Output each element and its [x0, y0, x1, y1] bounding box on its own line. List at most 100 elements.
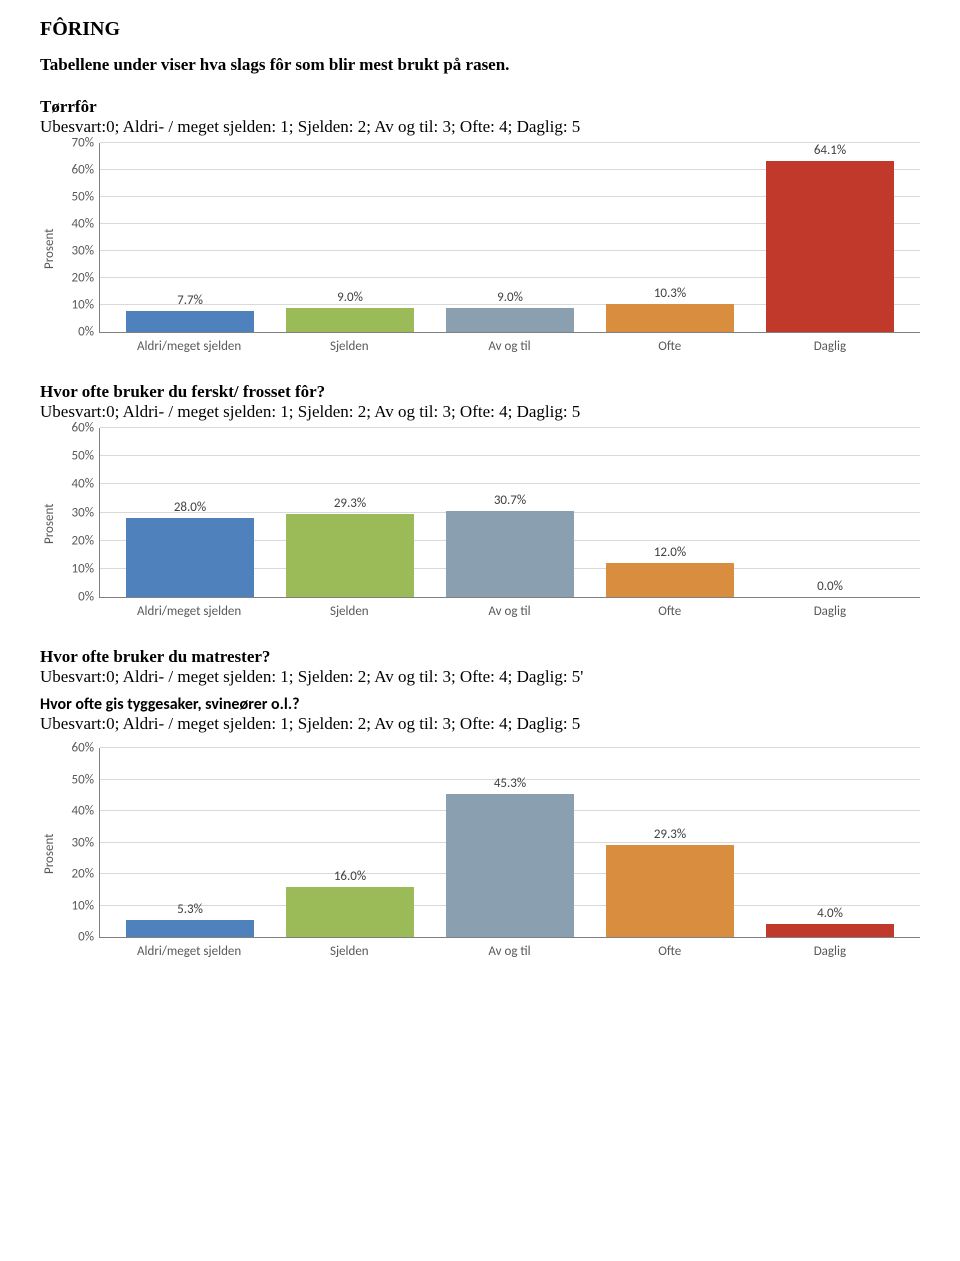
question-tyggesaker: Hvor ofte gis tyggesaker, svineører o.l.…: [40, 695, 920, 734]
chart-tyggesaker: Prosent 0%10%20%30%40%50%60%5.3%16.0%45.…: [40, 748, 920, 959]
chart2-legend: Ubesvart:0; Aldri- / meget sjelden: 1; S…: [40, 402, 920, 422]
chart1-plot: 0%10%20%30%40%50%60%70%7.7%9.0%9.0%10.3%…: [99, 143, 920, 333]
page-heading: FÔRING: [40, 18, 920, 41]
y-tick-label: 60%: [72, 163, 100, 178]
bar-slot: 0.0%: [750, 428, 910, 597]
chart-torrfor: Tørrfôr Ubesvart:0; Aldri- / meget sjeld…: [40, 97, 920, 354]
bar: [766, 161, 894, 332]
y-tick-label: 20%: [72, 867, 100, 882]
chart3-legend: Ubesvart:0; Aldri- / meget sjelden: 1; S…: [40, 667, 920, 687]
x-axis-label: Ofte: [590, 604, 750, 619]
y-tick-label: 10%: [72, 298, 100, 313]
y-tick-label: 60%: [72, 741, 100, 756]
bar-value-label: 9.0%: [497, 290, 523, 305]
y-tick-label: 70%: [72, 136, 100, 151]
chart2-plot: 0%10%20%30%40%50%60%28.0%29.3%30.7%12.0%…: [99, 428, 920, 598]
y-tick-label: 40%: [72, 804, 100, 819]
bar-value-label: 64.1%: [814, 143, 846, 158]
chart3-question: Hvor ofte bruker du matrester?: [40, 647, 920, 667]
bar-slot: 5.3%: [110, 748, 270, 937]
bar: [286, 308, 414, 332]
bar-slot: 30.7%: [430, 428, 590, 597]
bar-slot: 64.1%: [750, 143, 910, 332]
bar-value-label: 4.0%: [817, 906, 843, 921]
y-tick-label: 60%: [72, 421, 100, 436]
y-tick-label: 0%: [78, 325, 100, 340]
bar-value-label: 12.0%: [654, 545, 686, 560]
bar-value-label: 9.0%: [337, 290, 363, 305]
bar-value-label: 45.3%: [494, 776, 526, 791]
chart-ferskt: Hvor ofte bruker du ferskt/ frosset fôr?…: [40, 382, 920, 619]
bars-row: 7.7% 9.0% 9.0% 10.3% 64.1%: [100, 143, 920, 332]
bar-value-label: 29.3%: [654, 827, 686, 842]
chart4-legend: Ubesvart:0; Aldri- / meget sjelden: 1; S…: [40, 714, 920, 734]
x-axis-label: Aldri/meget sjelden: [109, 604, 269, 619]
chart1-xlabels: Aldri/meget sjeldenSjeldenAv og tilOfteD…: [99, 333, 920, 354]
y-tick-label: 10%: [72, 561, 100, 576]
bar: [766, 924, 894, 937]
x-axis-label: Sjelden: [269, 339, 429, 354]
y-tick-label: 30%: [72, 835, 100, 850]
x-axis-label: Sjelden: [269, 944, 429, 959]
y-tick-label: 20%: [72, 271, 100, 286]
chart4-plot: 0%10%20%30%40%50%60%5.3%16.0%45.3%29.3%4…: [99, 748, 920, 938]
y-tick-label: 30%: [72, 505, 100, 520]
y-tick-label: 40%: [72, 477, 100, 492]
bar-slot: 29.3%: [270, 428, 430, 597]
y-tick-label: 20%: [72, 533, 100, 548]
bar: [606, 304, 734, 332]
y-tick-label: 50%: [72, 449, 100, 464]
chart1-legend: Ubesvart:0; Aldri- / meget sjelden: 1; S…: [40, 117, 920, 137]
chart1-title: Tørrfôr: [40, 97, 920, 117]
bar-value-label: 0.0%: [817, 579, 843, 594]
x-axis-label: Av og til: [429, 339, 589, 354]
bar-slot: 10.3%: [590, 143, 750, 332]
bar: [446, 511, 574, 597]
x-axis-label: Ofte: [590, 339, 750, 354]
bar: [286, 514, 414, 597]
y-tick-label: 0%: [78, 930, 100, 945]
x-axis-label: Aldri/meget sjelden: [109, 944, 269, 959]
bar-value-label: 16.0%: [334, 869, 366, 884]
bar: [126, 518, 254, 597]
y-tick-label: 10%: [72, 898, 100, 913]
x-axis-label: Aldri/meget sjelden: [109, 339, 269, 354]
bar-slot: 12.0%: [590, 428, 750, 597]
y-tick-label: 50%: [72, 190, 100, 205]
bar-value-label: 10.3%: [654, 286, 686, 301]
bar: [286, 887, 414, 937]
chart2-xlabels: Aldri/meget sjeldenSjeldenAv og tilOfteD…: [99, 598, 920, 619]
bar: [446, 308, 574, 332]
chart2-question: Hvor ofte bruker du ferskt/ frosset fôr?: [40, 382, 920, 402]
bars-row: 28.0% 29.3% 30.7% 12.0% 0.0%: [100, 428, 920, 597]
bar: [126, 920, 254, 937]
question-matrester: Hvor ofte bruker du matrester? Ubesvart:…: [40, 647, 920, 687]
y-tick-label: 30%: [72, 244, 100, 259]
y-tick-label: 0%: [78, 590, 100, 605]
chart4-xlabels: Aldri/meget sjeldenSjeldenAv og tilOfteD…: [99, 938, 920, 959]
x-axis-label: Sjelden: [269, 604, 429, 619]
bar-value-label: 7.7%: [177, 293, 203, 308]
bar-slot: 28.0%: [110, 428, 270, 597]
y-tick-label: 40%: [72, 217, 100, 232]
bar-value-label: 29.3%: [334, 496, 366, 511]
bar-slot: 9.0%: [430, 143, 590, 332]
bar-slot: 9.0%: [270, 143, 430, 332]
bar-slot: 29.3%: [590, 748, 750, 937]
x-axis-label: Av og til: [429, 604, 589, 619]
x-axis-label: Daglig: [750, 604, 910, 619]
bar-slot: 4.0%: [750, 748, 910, 937]
chart1-ylabel: Prosent: [40, 143, 59, 354]
bar: [606, 563, 734, 597]
bar: [606, 845, 734, 937]
bar-value-label: 5.3%: [177, 902, 203, 917]
chart2-ylabel: Prosent: [40, 428, 59, 619]
bar-slot: 16.0%: [270, 748, 430, 937]
intro-text: Tabellene under viser hva slags fôr som …: [40, 55, 920, 75]
x-axis-label: Daglig: [750, 339, 910, 354]
bar: [446, 794, 574, 937]
x-axis-label: Ofte: [590, 944, 750, 959]
bar-slot: 7.7%: [110, 143, 270, 332]
chart4-ylabel: Prosent: [40, 748, 59, 959]
bars-row: 5.3% 16.0% 45.3% 29.3% 4.0%: [100, 748, 920, 937]
